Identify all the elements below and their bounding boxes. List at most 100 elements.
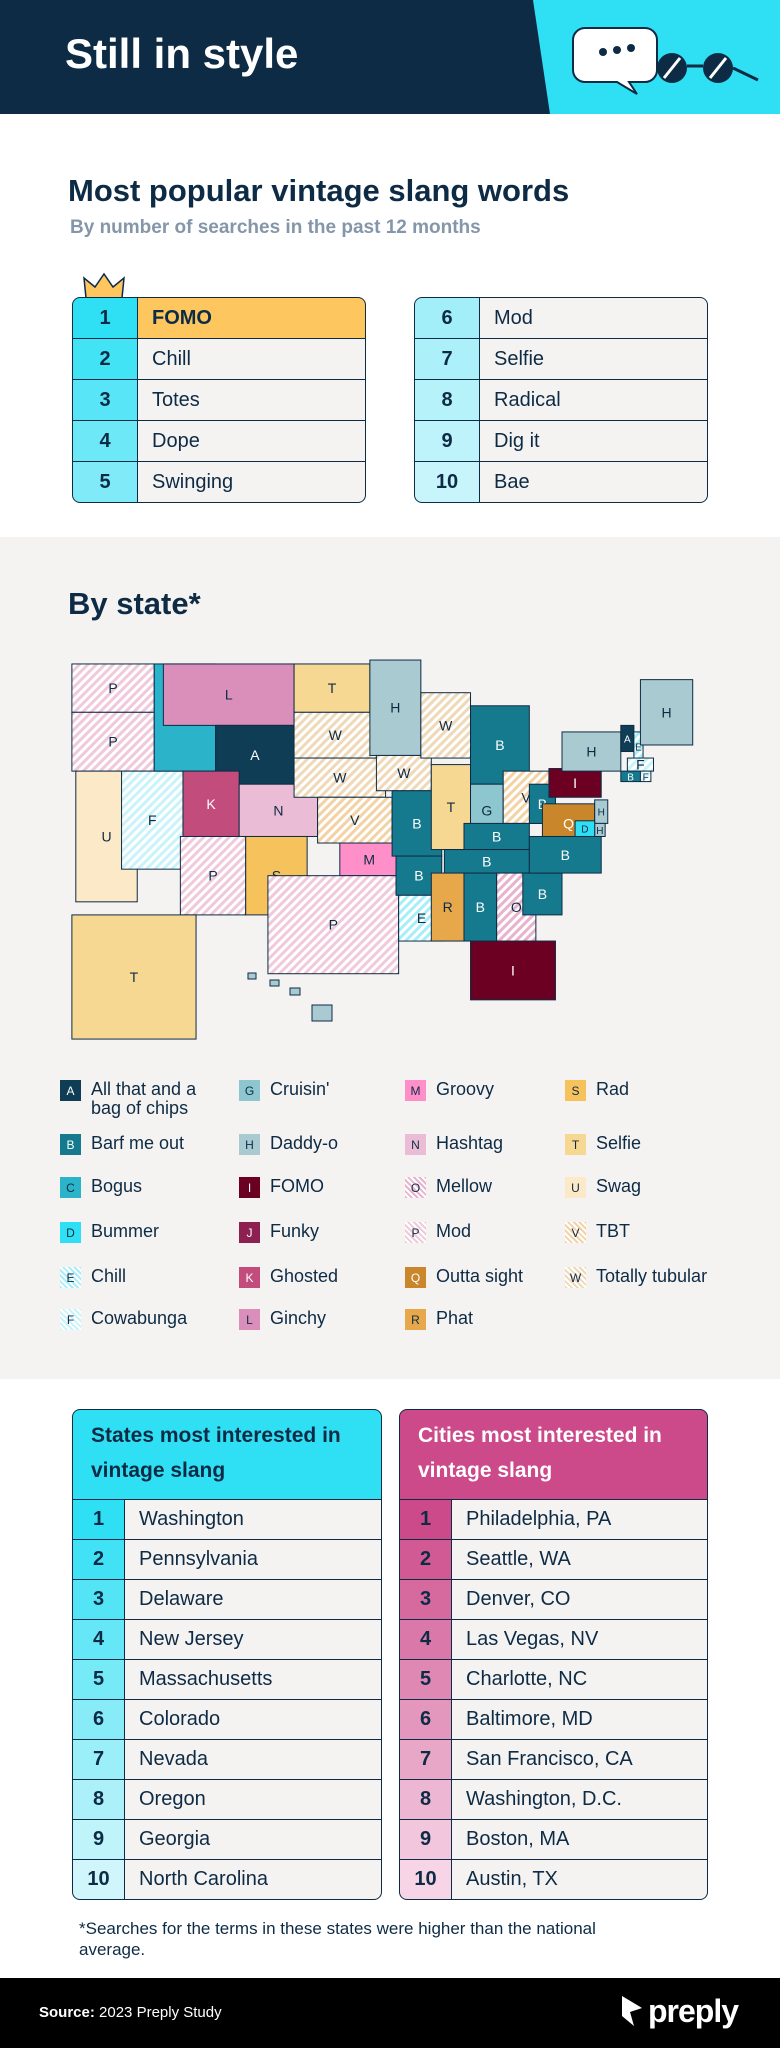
legend-swatch: O — [405, 1177, 426, 1198]
rank-word: Mod — [479, 297, 708, 339]
rank-name: Charlotte, NC — [451, 1659, 708, 1700]
legend-label: Outta sight — [436, 1266, 524, 1286]
state-label: B — [495, 737, 504, 753]
state-label: W — [397, 765, 411, 781]
rank-number: 8 — [414, 379, 480, 421]
legend-label: Rad — [596, 1079, 630, 1099]
state-shape — [71, 914, 197, 1040]
state-label: F — [636, 757, 645, 773]
state-label: N — [273, 802, 283, 818]
state-label: L — [225, 687, 233, 703]
state-shape — [548, 768, 602, 798]
rank-number: 2 — [399, 1539, 452, 1580]
rank-name: Seattle, WA — [451, 1539, 708, 1580]
source-text: 2023 Preply Study — [99, 2004, 222, 2021]
legend-swatch: S — [565, 1080, 586, 1101]
state-shape — [430, 764, 472, 851]
state-label: P — [329, 917, 338, 933]
rank-name: Philadelphia, PA — [451, 1499, 708, 1540]
rank-number: 3 — [72, 1579, 125, 1620]
footnote: *Searches for the terms in these states … — [79, 1919, 596, 1959]
state-shape — [639, 770, 652, 783]
state-label: B — [538, 886, 547, 902]
legend-label: Chill — [91, 1266, 127, 1286]
ranking-subtitle: By number of searches in the past 12 mon… — [70, 217, 481, 238]
rank-number: 6 — [399, 1699, 452, 1740]
state-label: R — [443, 899, 453, 915]
rank-number: 6 — [414, 297, 480, 339]
state-shape — [179, 835, 247, 916]
rank-word: Dope — [137, 420, 366, 462]
legend-swatch: D — [60, 1222, 81, 1243]
state-label: A — [624, 734, 631, 745]
state-shape — [71, 663, 155, 713]
state-shape — [561, 731, 622, 772]
rank-number: 1 — [72, 1499, 125, 1540]
us-map: PPUFCLAKNPSTWWVMPHWBBEWTBGVBBRBOIBBQBIHA… — [71, 659, 694, 1040]
legend-swatch: L — [239, 1309, 260, 1330]
table-header: Cities most interested in vintage slang — [399, 1409, 708, 1500]
rank-name: New Jersey — [124, 1619, 382, 1660]
state-label: W — [329, 727, 343, 743]
rank-name: Delaware — [124, 1579, 382, 1620]
state-label: H — [390, 700, 400, 716]
rank-word: Selfie — [479, 338, 708, 380]
rank-number: 1 — [72, 297, 138, 339]
state-label: I — [511, 962, 515, 978]
rank-number: 9 — [399, 1819, 452, 1860]
legend-swatch: J — [239, 1222, 260, 1243]
rank-number: 4 — [399, 1619, 452, 1660]
legend-swatch: A — [60, 1080, 81, 1101]
rank-name: Boston, MA — [451, 1819, 708, 1860]
rank-number: 2 — [72, 1539, 125, 1580]
rank-name: Colorado — [124, 1699, 382, 1740]
legend-swatch: N — [405, 1134, 426, 1155]
state-shape — [420, 692, 472, 759]
rank-name: Georgia — [124, 1819, 382, 1860]
rank-number: 2 — [72, 338, 138, 380]
rank-number: 8 — [72, 1779, 125, 1820]
rank-number: 7 — [72, 1739, 125, 1780]
rank-number: 10 — [399, 1859, 452, 1900]
state-label: H — [586, 744, 596, 760]
state-label: O — [511, 899, 522, 915]
legend-label: Totally tubular — [596, 1266, 708, 1286]
legend-swatch: G — [239, 1080, 260, 1101]
state-label: P — [108, 734, 117, 750]
rank-number: 5 — [399, 1659, 452, 1700]
crown-icon — [83, 272, 125, 299]
legend-swatch: B — [60, 1134, 81, 1155]
state-shape — [639, 679, 694, 746]
state-shape — [470, 940, 556, 1001]
state-label: I — [573, 775, 577, 791]
state-label: D — [581, 825, 588, 836]
rank-name: Pennsylvania — [124, 1539, 382, 1580]
state-label: B — [412, 815, 421, 831]
legend-label: Ghosted — [270, 1266, 339, 1286]
rank-name: Denver, CO — [451, 1579, 708, 1620]
legend-swatch: K — [239, 1267, 260, 1288]
rank-number: 3 — [399, 1579, 452, 1620]
legend-label: TBT — [596, 1221, 630, 1241]
legend-label: Bummer — [91, 1221, 160, 1241]
state-label: P — [108, 680, 117, 696]
ranking-title: Most popular vintage slang words — [68, 173, 570, 208]
footer — [0, 1978, 780, 2048]
hawaii — [247, 972, 333, 1022]
rank-number: 7 — [399, 1739, 452, 1780]
legend-label: All that and a bag of chips — [91, 1079, 197, 1118]
state-label: B — [492, 828, 501, 844]
legend-label: Ginchy — [270, 1308, 327, 1328]
rank-word: Totes — [137, 379, 366, 421]
header-decoration — [533, 0, 780, 114]
rank-number: 8 — [399, 1779, 452, 1820]
rank-name: Nevada — [124, 1739, 382, 1780]
state-label: B — [476, 899, 485, 915]
state-label: H — [596, 826, 603, 837]
rank-number: 9 — [72, 1819, 125, 1860]
state-label: B — [627, 772, 634, 783]
legend-label: Bogus — [91, 1176, 143, 1196]
legend-label: Funky — [270, 1221, 320, 1241]
state-shape — [522, 872, 563, 916]
state-label: H — [662, 704, 672, 720]
